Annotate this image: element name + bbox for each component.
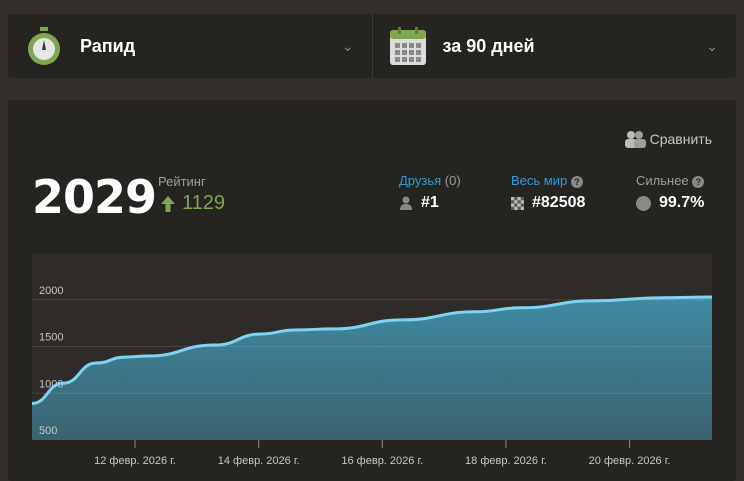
y-tick-label: 1000: [39, 378, 63, 390]
rating-label: Рейтинг: [158, 174, 206, 189]
filters-bar: Рапид ⌄ за 90 дней ⌄: [8, 14, 736, 78]
rating-area: [32, 297, 712, 440]
compare-button[interactable]: Сравнить: [624, 130, 712, 148]
friends-link[interactable]: Друзья: [399, 173, 442, 188]
rating-change: 1129: [160, 192, 225, 215]
period-select[interactable]: за 90 дней ⌄: [371, 14, 737, 78]
chevron-down-icon: ⌄: [341, 38, 354, 54]
users-icon: [624, 131, 646, 148]
calendar-icon: [389, 27, 426, 65]
world-stat: Весь мир ? #82508: [511, 173, 585, 212]
x-tick-label: 14 февр. 2026 г.: [218, 455, 300, 467]
percentile-stat: Сильнее ? 99.7%: [636, 173, 704, 212]
user-icon: [400, 196, 412, 210]
y-tick-label: 2000: [39, 285, 63, 297]
game-type-label: Рапид: [80, 35, 136, 56]
game-type-select[interactable]: Рапид ⌄: [8, 14, 372, 78]
friends-count: (0): [444, 173, 461, 188]
x-tick-label: 16 февр. 2026 г.: [341, 455, 423, 467]
chessboard-icon: [511, 196, 524, 210]
friends-rank: #1: [421, 194, 439, 211]
circle-icon: [636, 195, 651, 211]
period-label: за 90 дней: [442, 35, 535, 56]
y-tick-label: 500: [39, 425, 57, 437]
x-tick-label: 12 февр. 2026 г.: [94, 455, 176, 467]
chevron-down-icon: ⌄: [706, 38, 718, 54]
world-rank: #82508: [532, 194, 586, 211]
rating-change-value: 1129: [182, 192, 226, 214]
friends-stat: Друзья (0) #1: [399, 173, 461, 212]
percentile-label: Сильнее: [636, 173, 689, 188]
rating-line: [31, 295, 713, 406]
help-icon[interactable]: ?: [570, 175, 583, 188]
current-rating: 2029: [32, 170, 157, 224]
x-tick-label: 18 февр. 2026 г.: [465, 455, 547, 467]
help-icon[interactable]: ?: [692, 175, 705, 188]
compare-label: Сравнить: [649, 131, 712, 147]
x-tick-label: 20 февр. 2026 г.: [589, 455, 671, 467]
stopwatch-icon: [28, 27, 60, 65]
rating-chart: 500 1000 1500 2000 12 февр. 2026 г. 14 февр. …: [31, 253, 713, 467]
arrow-up-icon: [161, 195, 175, 212]
percentile-value: 99.7%: [659, 194, 705, 211]
rating-card: Сравнить 2029 Рейтинг 1129 Друзья (0) #1…: [8, 100, 736, 481]
world-link[interactable]: Весь мир: [511, 173, 568, 188]
y-tick-label: 1500: [39, 332, 63, 344]
